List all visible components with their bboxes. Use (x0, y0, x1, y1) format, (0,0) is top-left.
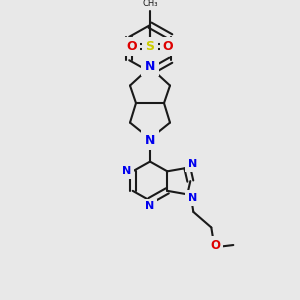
Text: O: O (210, 238, 220, 251)
Text: N: N (122, 166, 131, 176)
Text: O: O (127, 40, 137, 53)
Text: N: N (145, 134, 155, 147)
Text: N: N (188, 159, 197, 169)
Text: N: N (145, 60, 155, 73)
Text: N: N (188, 193, 197, 203)
Text: CH₃: CH₃ (142, 0, 158, 8)
Text: N: N (146, 201, 154, 212)
Text: O: O (163, 40, 173, 53)
Text: S: S (146, 40, 154, 53)
